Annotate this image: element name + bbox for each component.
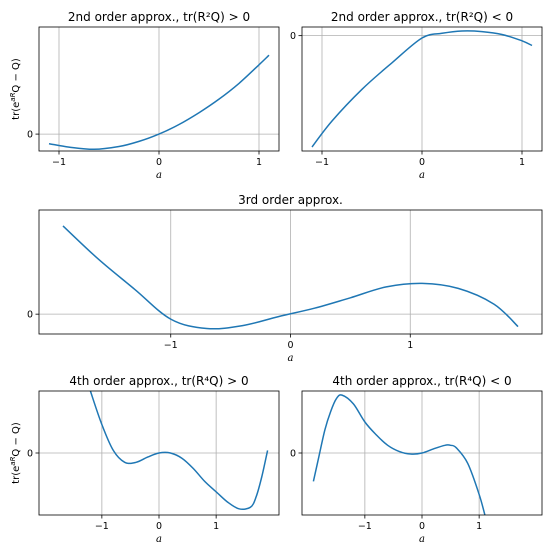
chart-title: 2nd order approx., tr(R²Q) > 0	[68, 10, 250, 24]
y-tick-label: 0	[290, 31, 296, 42]
x-tick-label: 1	[256, 157, 262, 168]
x-tick-label: 0	[156, 521, 162, 532]
y-tick-label: 0	[27, 449, 33, 460]
x-tick-label: −1	[52, 157, 66, 168]
y-tick-label: 0	[27, 310, 33, 321]
y-tick-label: 0	[290, 449, 296, 460]
chart-title: 3rd order approx.	[238, 193, 343, 207]
chart-title: 2nd order approx., tr(R²Q) < 0	[331, 10, 513, 24]
series-line	[48, 54, 270, 151]
x-tick-label: −1	[358, 521, 372, 532]
y-axis-label: tr(eaRQ − Q)	[9, 422, 22, 484]
series-line	[62, 225, 519, 330]
y-tick-label: 0	[27, 130, 33, 141]
chart-title: 4th order approx., tr(R⁴Q) > 0	[69, 374, 248, 388]
x-axis-label: a	[288, 353, 294, 364]
x-tick-label: 0	[419, 157, 425, 168]
panel-1: −1 0 1 0 2nd order approx., tr(R²Q) > 0 a tr(e…	[9, 10, 280, 181]
chart-title: 4th order approx., tr(R⁴Q) < 0	[332, 374, 511, 388]
x-tick-label: −1	[164, 340, 178, 351]
x-axis-label: a	[156, 534, 162, 545]
x-tick-label: 1	[476, 521, 482, 532]
panel-3: −1 0 1 0 3rd order approx. a	[27, 193, 543, 364]
x-tick-label: 1	[213, 521, 219, 532]
series-line	[89, 391, 269, 510]
panel-4: −1 0 1 0 4th order approx., tr(R⁴Q) > 0 a tr(e…	[9, 374, 280, 545]
x-tick-label: 0	[287, 340, 293, 351]
x-tick-label: 0	[419, 521, 425, 532]
x-tick-label: −1	[95, 521, 109, 532]
panel-5: −1 0 1 0 4th order approx., tr(R⁴Q) < 0 a	[290, 374, 543, 545]
x-tick-label: 0	[156, 157, 162, 168]
x-axis-label: a	[419, 534, 425, 545]
x-axis-label: a	[156, 170, 162, 181]
x-tick-label: −1	[315, 157, 329, 168]
y-axis-label: tr(eaRQ − Q)	[9, 58, 22, 120]
x-axis-label: a	[419, 170, 425, 181]
x-tick-label: 1	[519, 157, 525, 168]
x-tick-label: 1	[407, 340, 413, 351]
panel-2: −1 0 1 0 2nd order approx., tr(R²Q) < 0 a	[290, 10, 543, 181]
series-line	[312, 394, 486, 515]
series-line	[311, 30, 533, 148]
